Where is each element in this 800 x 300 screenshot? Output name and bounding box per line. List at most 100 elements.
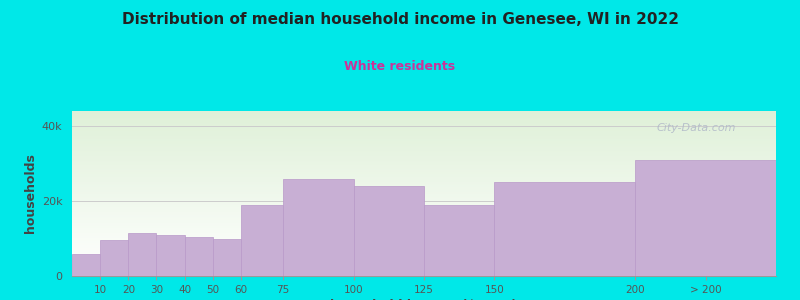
Bar — [72, 202, 776, 203]
Bar — [72, 122, 776, 124]
Bar — [72, 254, 776, 256]
Bar — [72, 136, 776, 137]
Bar — [72, 273, 776, 274]
Bar — [72, 226, 776, 228]
Bar — [283, 178, 354, 276]
Bar — [185, 237, 213, 276]
Bar — [72, 212, 776, 213]
Bar — [72, 112, 776, 114]
Bar — [72, 235, 776, 236]
Bar — [72, 124, 776, 126]
Bar — [72, 144, 776, 146]
Bar — [72, 221, 776, 223]
Bar — [72, 149, 776, 151]
Bar — [494, 182, 635, 276]
Bar — [72, 230, 776, 232]
Bar — [72, 187, 776, 188]
Bar — [72, 154, 776, 155]
Bar — [72, 205, 776, 207]
Bar — [72, 141, 776, 142]
Bar — [72, 178, 776, 180]
Y-axis label: households: households — [25, 154, 38, 233]
Bar — [72, 116, 776, 118]
Text: City-Data.com: City-Data.com — [656, 122, 736, 133]
Bar — [354, 186, 424, 276]
Bar — [72, 159, 776, 160]
Bar — [72, 241, 776, 243]
Bar — [72, 175, 776, 177]
Bar — [72, 134, 776, 136]
Bar — [72, 269, 776, 271]
Bar — [72, 225, 776, 226]
Bar — [72, 240, 776, 241]
Bar — [72, 162, 776, 164]
X-axis label: household income ($1000): household income ($1000) — [330, 299, 518, 300]
Bar — [72, 166, 776, 167]
Bar — [72, 111, 776, 112]
Bar — [72, 258, 776, 260]
Bar — [72, 218, 776, 220]
Bar — [72, 200, 776, 202]
Text: Distribution of median household income in Genesee, WI in 2022: Distribution of median household income … — [122, 12, 678, 27]
Bar — [72, 263, 776, 265]
Bar — [72, 151, 776, 152]
Bar — [72, 248, 776, 250]
Bar — [72, 210, 776, 212]
Bar — [72, 182, 776, 184]
Bar — [424, 205, 494, 276]
Bar — [213, 238, 241, 276]
Bar — [72, 190, 776, 192]
Bar — [72, 268, 776, 269]
Bar — [72, 126, 776, 128]
Bar — [72, 197, 776, 199]
Bar — [72, 121, 776, 122]
Bar — [72, 238, 776, 240]
Bar — [72, 271, 776, 273]
Bar — [72, 169, 776, 170]
Bar — [72, 147, 776, 149]
Bar — [72, 185, 776, 187]
Bar — [72, 274, 776, 276]
Bar — [72, 260, 776, 261]
Bar — [72, 180, 776, 182]
Bar — [72, 243, 776, 245]
Bar — [72, 174, 776, 175]
Bar — [72, 250, 776, 251]
Bar — [72, 208, 776, 210]
Bar — [128, 233, 157, 276]
Bar — [72, 192, 776, 194]
Bar — [72, 129, 776, 131]
Bar — [635, 160, 776, 276]
Bar — [72, 246, 776, 248]
Bar — [72, 128, 776, 129]
Bar — [72, 233, 776, 235]
Bar — [72, 213, 776, 215]
Bar — [72, 228, 776, 230]
Bar — [72, 195, 776, 197]
Bar — [72, 114, 776, 116]
Bar — [72, 146, 776, 147]
Bar — [72, 184, 776, 185]
Bar — [72, 217, 776, 218]
Bar — [72, 164, 776, 166]
Bar — [72, 215, 776, 217]
Bar — [72, 261, 776, 263]
Bar — [72, 223, 776, 225]
Bar — [72, 155, 776, 157]
Bar — [72, 254, 100, 276]
Bar — [72, 188, 776, 190]
Bar — [72, 167, 776, 169]
Bar — [72, 131, 776, 133]
Bar — [72, 152, 776, 154]
Bar — [72, 142, 776, 144]
Bar — [72, 139, 776, 141]
Bar — [72, 119, 776, 121]
Bar — [72, 177, 776, 178]
Bar — [72, 256, 776, 258]
Bar — [157, 235, 185, 276]
Bar — [72, 253, 776, 254]
Bar — [72, 232, 776, 233]
Bar — [72, 245, 776, 246]
Bar — [241, 205, 283, 276]
Bar — [72, 203, 776, 205]
